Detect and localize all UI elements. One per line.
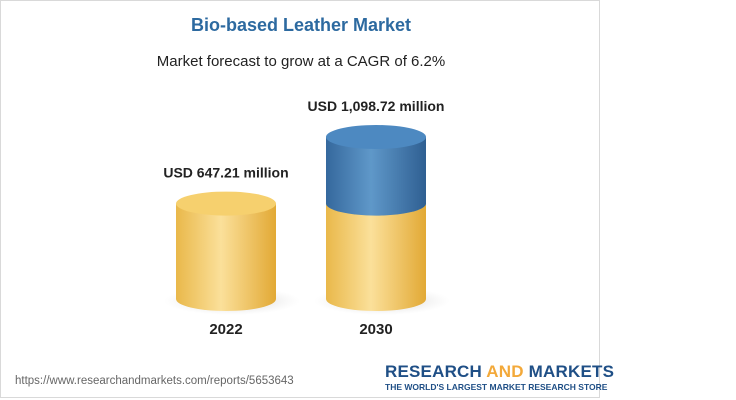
brand-tagline: THE WORLD'S LARGEST MARKET RESEARCH STOR… (385, 382, 608, 392)
brand-and: AND (486, 362, 524, 381)
bar-2030-base-body (326, 203, 426, 311)
source-url: https://www.researchandmarkets.com/repor… (15, 375, 294, 387)
category-label-2030: 2030 (359, 321, 392, 338)
bar-2030-growth-top (326, 125, 426, 149)
category-label-2022: 2022 (209, 321, 242, 338)
bar-2022-top (176, 191, 276, 216)
brand-research: RESEARCH (385, 362, 487, 381)
chart-subtitle: Market forecast to grow at a CAGR of 6.2… (156, 53, 446, 70)
bar-2030-growth-body (326, 137, 426, 216)
bar-2022-body (176, 203, 276, 311)
data-label-2022: USD 647.21 million (163, 165, 288, 181)
cylinder-bar-chart: USD 647.21 million 2022 USD 1,098.72 milli… (163, 98, 450, 338)
data-label-2030: USD 1,098.72 million (308, 98, 445, 114)
chart-frame: Bio-based Leather Market Market forecast… (0, 0, 614, 398)
chart-title: Bio-based Leather Market (190, 15, 412, 35)
brand-logo: RESEARCH AND MARKETS (385, 362, 614, 382)
brand-markets: MARKETS (523, 362, 615, 381)
